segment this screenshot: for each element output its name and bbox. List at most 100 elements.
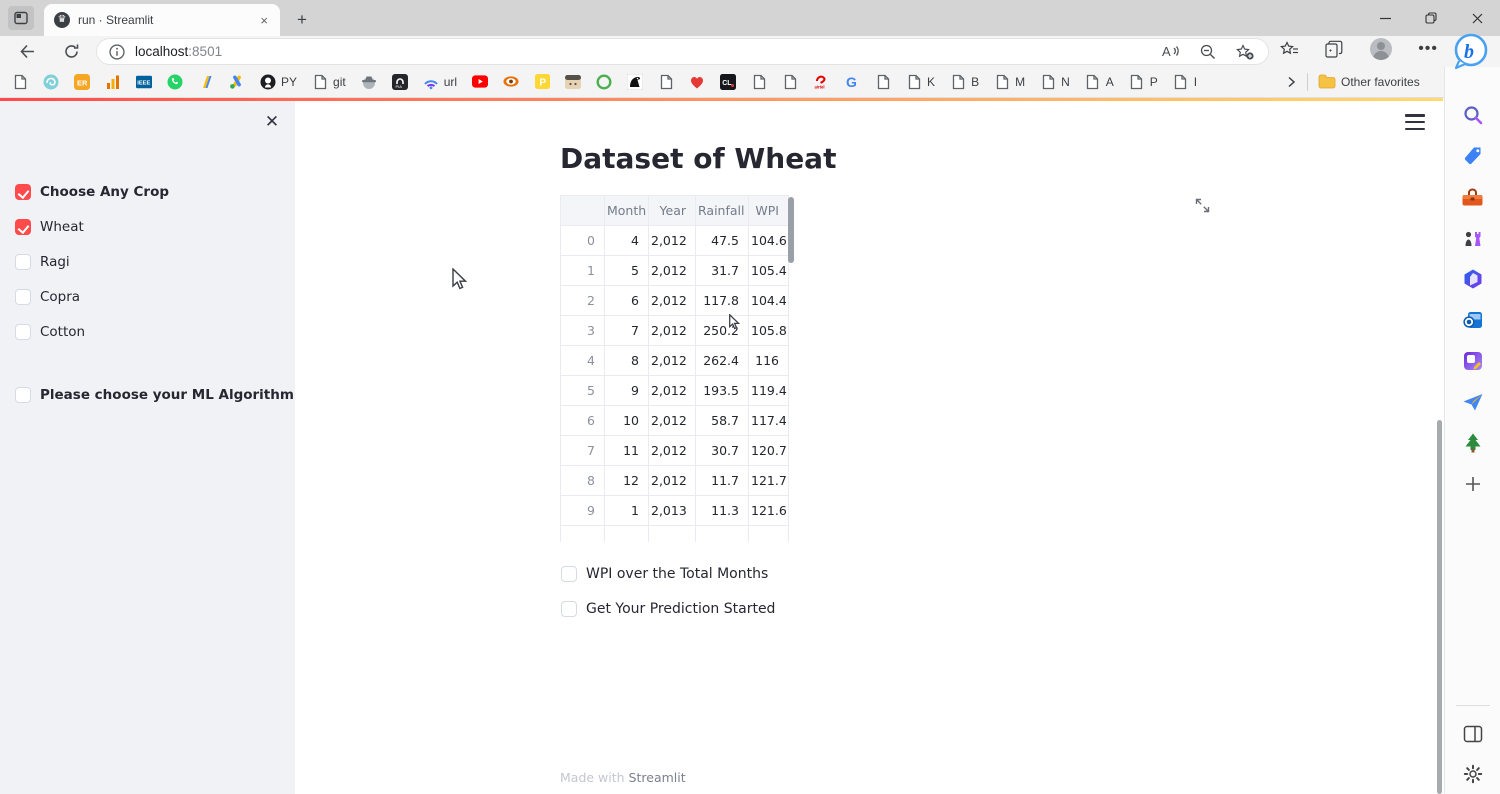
minimize-button[interactable] [1362,0,1408,36]
bookmark-item[interactable]: P [534,74,550,90]
settings-gear-icon[interactable] [1461,762,1485,786]
bookmark-item[interactable]: I [1173,74,1197,90]
bookmark-item[interactable]: PY [260,74,297,90]
back-button[interactable] [14,38,40,64]
add-icon[interactable] [1461,472,1485,496]
checkbox-row: Choose Any Crop [15,184,294,200]
tree-icon[interactable] [1461,431,1485,455]
search-icon[interactable] [1461,103,1485,127]
toolbox-icon[interactable] [1461,185,1485,209]
checkbox[interactable] [561,566,577,582]
footer-text: Made with [560,770,629,785]
bookmark-item[interactable]: N [1040,74,1070,90]
add-favorite-icon[interactable] [1236,43,1254,60]
new-tab-button[interactable]: + [297,10,307,29]
outlook-icon[interactable] [1461,308,1485,332]
bookmark-item[interactable]: A [1085,74,1114,90]
tab-actions-menu-button[interactable] [8,6,34,30]
bookmark-item[interactable] [43,74,59,90]
table-cell: 2,012 [648,285,696,316]
table-cell: 8 [560,465,605,496]
other-favorites-button[interactable]: Other favorites [1318,74,1420,89]
bookmark-item[interactable]: K [906,74,935,90]
table-cell: 58.7 [695,405,749,436]
bookmark-item[interactable]: PIA [391,73,408,90]
browser-tab[interactable]: ♛ run · Streamlit × [44,4,280,36]
airtel-icon: airtel [813,74,829,90]
address-bar[interactable]: localhost:8501 A [97,39,1268,64]
site-info-icon[interactable] [109,43,125,60]
bookmark-item[interactable]: airtel [813,74,829,90]
table-cell: 2,012 [648,375,696,406]
bookmarks-bar: ER IEEE PY git PIA url P CL airtel G K B M N A P I Other… [0,66,1500,98]
bookmark-item[interactable]: CL [720,73,737,90]
designer-icon[interactable] [1461,349,1485,373]
bookmark-item[interactable] [751,74,767,90]
bookmark-item[interactable] [229,74,245,90]
bookmark-item[interactable] [198,74,214,90]
bookmark-item[interactable] [105,74,121,90]
checkbox[interactable] [15,289,31,305]
streamlit-menu-icon[interactable] [1405,114,1425,130]
refresh-button[interactable] [58,38,84,64]
drop-icon[interactable] [1461,390,1485,414]
bookmark-item[interactable]: git [312,74,346,90]
checkbox[interactable] [15,219,31,235]
bookmark-item[interactable]: IEEE [136,74,152,90]
profile-avatar[interactable] [1370,38,1393,60]
bookmark-item[interactable]: B [950,74,979,90]
zoom-out-icon[interactable] [1200,44,1216,60]
bookmark-item[interactable] [596,73,612,90]
bookmark-item[interactable] [658,74,674,90]
streamlit-link[interactable]: Streamlit [628,770,686,785]
fullscreen-expand-icon[interactable] [1195,198,1210,213]
bookmark-item[interactable] [782,74,798,90]
bookmark-label: A [1105,74,1114,89]
bookmark-item[interactable]: M [994,74,1025,90]
checkbox[interactable] [15,254,31,270]
close-window-button[interactable] [1454,0,1500,36]
bookmark-item[interactable]: url [423,74,457,90]
bookmark-item[interactable] [12,74,28,90]
bookmarks-overflow-icon[interactable] [1285,76,1297,88]
bookmark-item[interactable] [875,74,891,90]
sidebar-close-icon[interactable]: ✕ [264,112,280,131]
checkbox[interactable] [15,324,31,340]
split-screen-icon[interactable] [1461,722,1485,746]
streamlit-sidebar: ✕ Choose Any Crop Wheat Ragi Copra Cotton Ple… [0,98,295,794]
bookmark-item[interactable] [361,74,377,90]
bookmark-label: PY [281,74,298,89]
dataframe[interactable]: Month Year Rainfall WPI 0 4 2,012 47.5 104.6 1 5 2,… [560,195,794,542]
other-favorites-label: Other favorites [1341,74,1420,89]
shopping-tag-icon[interactable] [1461,144,1485,168]
games-icon[interactable] [1461,226,1485,250]
bookmark-item[interactable] [627,73,644,90]
bookmark-item[interactable] [472,74,489,90]
table-cell: 12 [604,465,649,496]
table-cell: 2 [560,285,605,316]
checkbox[interactable] [15,387,31,403]
table-row: 2 6 2,012 117.8 104.4 [560,285,789,316]
bookmark-item[interactable]: G [844,74,860,90]
favorites-icon[interactable] [1280,40,1299,58]
read-aloud-icon[interactable]: A [1162,44,1180,59]
maximize-button[interactable] [1408,0,1454,36]
bookmark-item[interactable]: ER [74,73,90,90]
collections-icon[interactable] [1325,40,1344,58]
bookmark-item[interactable] [167,74,183,90]
page-scrollbar[interactable] [1437,420,1442,794]
bookmark-item[interactable] [565,74,582,90]
bookmark-item[interactable] [503,74,519,90]
checkbox[interactable] [15,184,31,200]
bing-chat-icon[interactable]: b [1451,31,1491,71]
table-cell: 4 [604,225,649,256]
checkbox[interactable] [561,601,577,617]
browser-menu-icon[interactable]: ••• [1418,40,1438,57]
table-scrollbar[interactable] [788,197,794,263]
page-icon [1040,74,1056,90]
bookmark-item[interactable] [689,74,705,90]
bookmark-item[interactable]: P [1129,74,1158,90]
microsoft-365-icon[interactable] [1461,267,1485,291]
tab-title: run · Streamlit [78,13,154,27]
tab-close-icon[interactable]: × [260,12,268,28]
